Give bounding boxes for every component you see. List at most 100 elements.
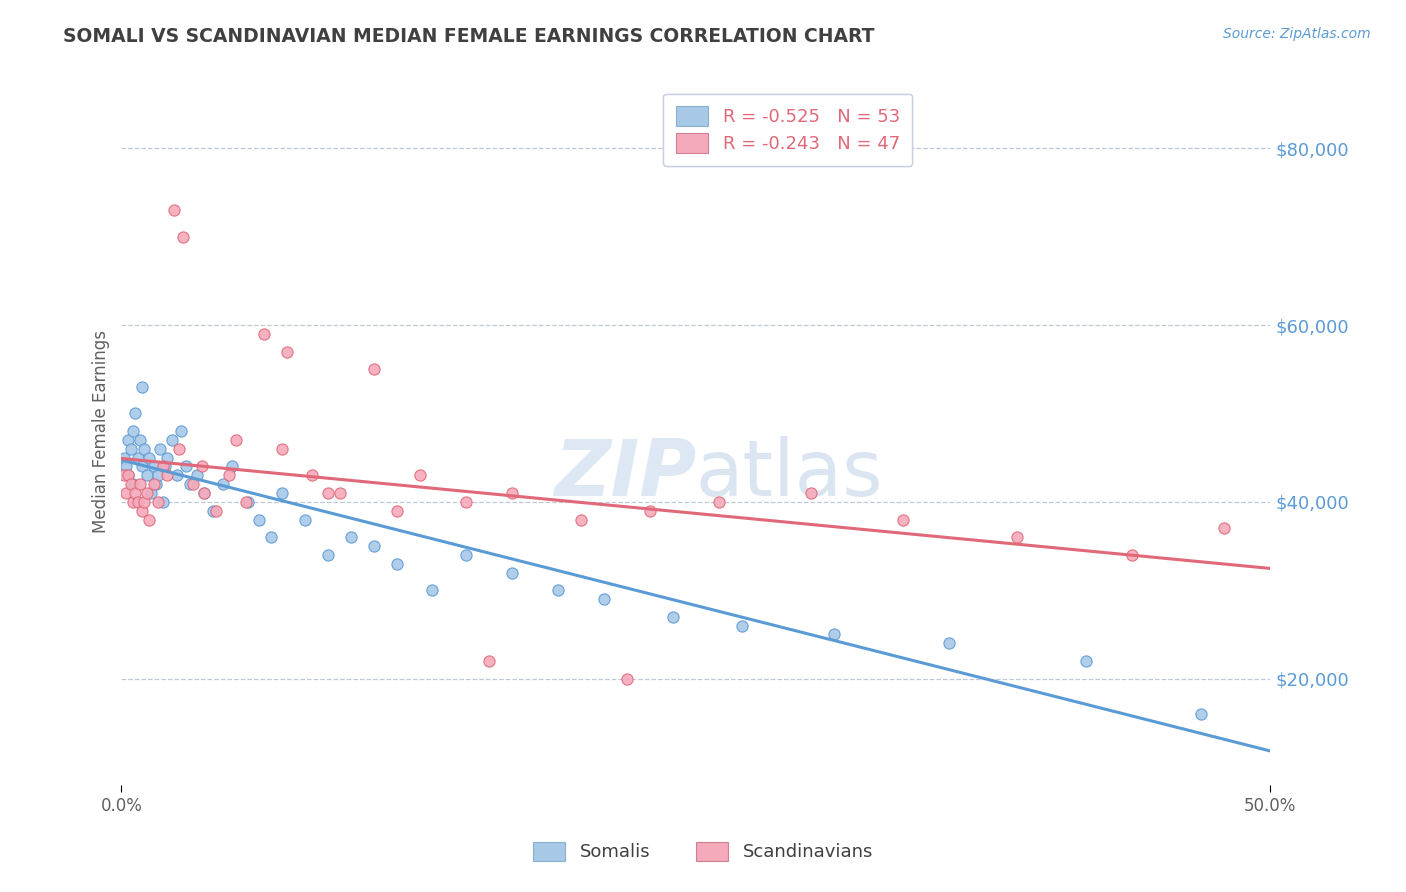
Point (122, 424, 145, 438)
Point (301, 468, 323, 483)
Point (1189, 706, 1212, 721)
Point (135, 486, 157, 500)
Point (454, 548, 477, 562)
Point (363, 539, 385, 553)
Point (420, 583, 443, 598)
Point (707, 495, 730, 509)
Point (122, 495, 145, 509)
Point (117, 468, 139, 483)
Point (134, 442, 156, 456)
Point (142, 477, 165, 491)
Point (148, 495, 170, 509)
Point (221, 459, 243, 474)
Point (823, 627, 845, 641)
Point (316, 486, 339, 500)
Point (193, 486, 215, 500)
Point (186, 468, 208, 483)
Point (135, 468, 157, 483)
Point (131, 504, 153, 518)
Point (179, 477, 201, 491)
Point (112, 450, 135, 465)
Point (225, 433, 247, 447)
Point (115, 459, 138, 474)
Text: SOMALI VS SCANDINAVIAN MEDIAN FEMALE EARNINGS CORRELATION CHART: SOMALI VS SCANDINAVIAN MEDIAN FEMALE EAR… (63, 27, 875, 45)
Point (478, 654, 501, 668)
Point (128, 477, 150, 491)
Point (891, 512, 914, 526)
Point (163, 202, 186, 217)
Point (593, 592, 616, 607)
Point (152, 495, 174, 509)
Point (253, 326, 276, 341)
Point (385, 557, 408, 571)
Point (156, 468, 179, 483)
Point (148, 468, 170, 483)
Text: ZIP: ZIP (554, 435, 696, 511)
Point (236, 495, 259, 509)
Point (1121, 548, 1143, 562)
Point (501, 486, 523, 500)
Point (149, 442, 172, 456)
Point (316, 548, 339, 562)
Point (174, 459, 197, 474)
Point (454, 495, 477, 509)
Point (247, 512, 270, 526)
Point (1213, 521, 1236, 535)
Point (569, 512, 592, 526)
Point (329, 486, 352, 500)
Point (731, 618, 754, 632)
Point (166, 468, 188, 483)
Point (409, 468, 432, 483)
Point (122, 477, 145, 491)
Point (117, 433, 139, 447)
Point (260, 530, 283, 544)
Point (152, 459, 174, 474)
Y-axis label: Median Female Earnings: Median Female Earnings (93, 330, 110, 533)
Point (167, 442, 190, 456)
Point (172, 229, 194, 244)
Point (128, 433, 150, 447)
Point (134, 495, 156, 509)
Point (271, 486, 294, 500)
Point (120, 442, 142, 456)
Point (170, 424, 193, 438)
Point (501, 566, 523, 580)
Point (204, 504, 226, 518)
Point (127, 450, 149, 465)
Point (271, 442, 294, 456)
Point (191, 459, 214, 474)
Point (138, 512, 160, 526)
Point (120, 477, 142, 491)
Point (211, 477, 233, 491)
Point (340, 530, 363, 544)
Point (112, 468, 135, 483)
Point (124, 486, 146, 500)
Point (294, 512, 316, 526)
Point (1007, 530, 1029, 544)
Point (638, 504, 661, 518)
Point (938, 636, 960, 650)
Point (616, 672, 638, 686)
Point (131, 380, 153, 394)
Point (547, 583, 569, 598)
Point (124, 406, 146, 420)
Point (127, 495, 149, 509)
Point (156, 450, 179, 465)
Point (202, 504, 225, 518)
Point (160, 433, 183, 447)
Point (193, 486, 215, 500)
Point (662, 609, 685, 624)
Point (141, 486, 163, 500)
Point (153, 459, 176, 474)
Legend: Somalis, Scandinavians: Somalis, Scandinavians (520, 829, 886, 874)
Point (800, 486, 823, 500)
Point (138, 450, 160, 465)
Point (142, 459, 165, 474)
Point (117, 468, 139, 483)
Point (363, 362, 385, 376)
Point (145, 477, 167, 491)
Point (1076, 654, 1098, 668)
Text: Source: ZipAtlas.com: Source: ZipAtlas.com (1223, 27, 1371, 41)
Point (131, 459, 153, 474)
Legend: R = -0.525   N = 53, R = -0.243   N = 47: R = -0.525 N = 53, R = -0.243 N = 47 (664, 94, 912, 166)
